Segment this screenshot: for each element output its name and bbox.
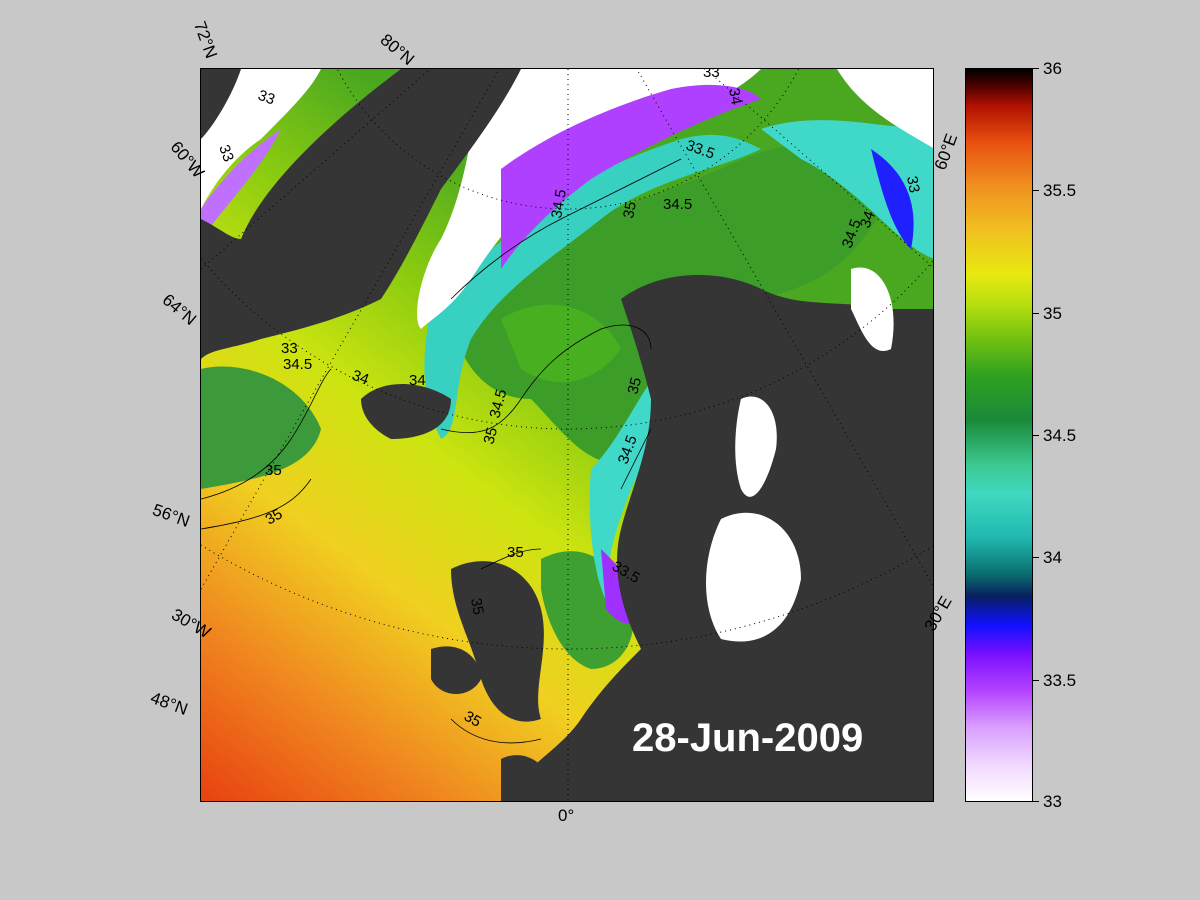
contour-label: 34.5 (486, 387, 510, 420)
greenland-ice (417, 69, 761, 329)
east-greenland-current (424, 134, 761, 440)
baffin-ice (201, 69, 321, 209)
salinity-map: 33 33 33 34 33.5 34.5 35 34.5 34.5 34 33… (200, 68, 934, 802)
contour-label: 35 (461, 708, 484, 731)
lat-label-80n: 80°N (376, 30, 418, 70)
greenland-fringe (501, 84, 761, 269)
colorbar-tick (1033, 313, 1039, 314)
contour-label: 35 (263, 505, 286, 528)
contour-label: 33 (281, 340, 298, 357)
contour-label: 34 (409, 372, 426, 389)
contour-label: 35 (480, 426, 501, 447)
colorbar-label: 34.5 (1043, 426, 1077, 445)
contour-label: 35 (507, 544, 524, 561)
contour-label: 33 (903, 175, 923, 194)
lat-label-56n: 56°N (150, 500, 193, 531)
norwegian-sea-core (501, 304, 621, 383)
colorbar-tick (1033, 801, 1039, 802)
contour-label: 35 (620, 200, 640, 219)
colorbar-tick (1033, 680, 1039, 681)
colorbar-tick (1033, 435, 1039, 436)
map-canvas: 33 33 33 34 33.5 34.5 35 34.5 34.5 34 33… (201, 69, 933, 801)
contour-label: 34 (725, 87, 745, 106)
contour-label: 34 (350, 367, 371, 389)
contour-label: 34.5 (663, 196, 692, 213)
kara-fringe (871, 149, 914, 249)
contour-label: 33 (703, 69, 720, 81)
colorbar-label: 34 (1043, 548, 1062, 567)
lat-label-48n: 48°N (148, 688, 191, 719)
colorbar-label: 35.5 (1043, 181, 1077, 200)
white-sea (851, 267, 894, 351)
contour-label: 33 (256, 87, 277, 109)
date-label: 28-Jun-2009 (632, 716, 864, 760)
lat-label-64n: 64°N (158, 290, 200, 330)
lon-label-60e: 60°E (930, 131, 962, 173)
contours (201, 158, 682, 744)
barents-sea (761, 120, 933, 259)
gulf-of-bothnia (735, 396, 777, 497)
colorbar-label: 36 (1043, 59, 1062, 78)
contour-label: 34.5 (283, 356, 312, 373)
colorbar-tick (1033, 190, 1039, 191)
norwegian-coastal-current (589, 369, 664, 609)
colorbar-label: 35 (1043, 304, 1062, 323)
labrador-water (201, 366, 321, 489)
colorbar (965, 68, 1033, 802)
colorbar-tick (1033, 557, 1039, 558)
contour-label: 35 (265, 462, 282, 479)
lat-label-72n: 72°N (190, 18, 221, 61)
baffin-fringe (201, 129, 281, 239)
contour-label: 34 (857, 209, 879, 230)
contour-label: 35 (467, 597, 487, 616)
arctic-ice (837, 69, 933, 148)
colorbar-label: 33.5 (1043, 671, 1077, 690)
contour-label: 34.5 (548, 188, 570, 220)
colorbar-label: 33 (1043, 792, 1062, 811)
contour-label: 35 (624, 376, 645, 397)
colorbar-tick (1033, 68, 1039, 69)
contour-label: 33 (215, 143, 237, 164)
baltic-sea (706, 512, 801, 642)
lon-label-0: 0° (558, 806, 575, 825)
